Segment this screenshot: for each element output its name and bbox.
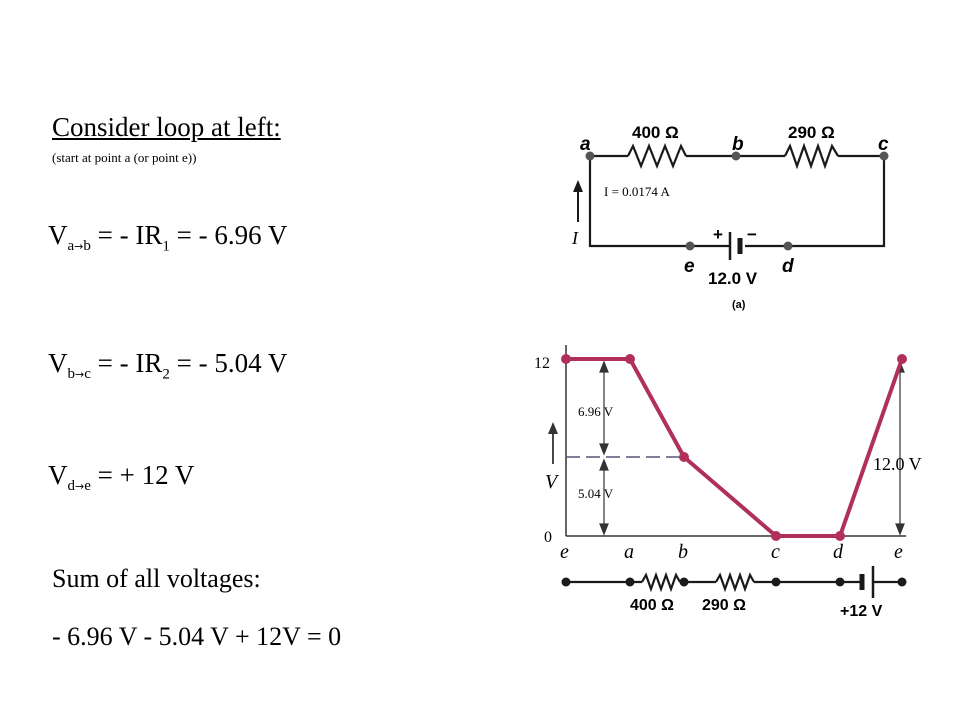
eq-ab-to: b	[83, 238, 91, 255]
resistor-r1-label: 400 Ω	[632, 123, 679, 142]
resistor-r2-label: 290 Ω	[788, 123, 835, 142]
eq-ab-v: V	[48, 220, 68, 250]
linear-node-e	[561, 577, 571, 587]
eq-bc-v: V	[48, 348, 68, 378]
point-b	[679, 452, 689, 462]
x-label-b: b	[678, 541, 688, 563]
circuit-wire	[588, 156, 729, 248]
linear-resistor-290-icon	[715, 571, 755, 593]
linear-circuit	[566, 571, 902, 593]
resistor-290-icon	[784, 142, 839, 170]
node-label-b: b	[732, 134, 744, 155]
x-label-a: a	[624, 541, 634, 563]
slide-subtitle: (start at point a (or point e))	[52, 150, 197, 165]
node-c-dot	[879, 151, 889, 161]
eq-de-to: e	[84, 478, 91, 495]
point-e-end	[897, 354, 907, 364]
battery-icon	[728, 232, 743, 260]
current-symbol: I	[571, 228, 579, 248]
circuit-wire	[788, 154, 886, 248]
node-label-d: d	[782, 256, 794, 277]
node-d-dot	[783, 241, 793, 251]
eq-de-v: V	[48, 460, 68, 490]
node-label-c: c	[878, 134, 889, 155]
x-label-e-end: e	[894, 541, 903, 563]
eq-de-rest: = + 12 V	[90, 460, 195, 490]
annotation-arrows	[599, 360, 905, 536]
arrow-icon: →	[75, 480, 85, 494]
y-tick-12: 12	[534, 355, 550, 372]
equation-de: Vd→e = + 12 V	[48, 460, 194, 495]
eq-bc-rest: = - IR	[90, 348, 163, 378]
battery-plus-label: +	[713, 225, 723, 244]
battery-voltage-label: 12.0 V	[708, 269, 758, 288]
linear-node-e-end	[897, 577, 907, 587]
y-tick-0: 0	[544, 529, 552, 546]
equation-bc: Vb→c = - IR2 = - 5.04 V	[48, 348, 287, 383]
eq-bc-tail: = - 5.04 V	[169, 348, 288, 378]
annotation-5-04: 5.04 V	[578, 486, 614, 501]
annotation-12-0: 12.0 V	[873, 454, 922, 474]
linear-node-b	[679, 577, 689, 587]
eq-bc-from: b	[67, 366, 76, 383]
linear-node-d	[835, 577, 845, 587]
bottom-battery-label: +12 V	[840, 603, 883, 620]
eq-ab-rsub: 1	[162, 238, 170, 255]
eq-ab-from: a	[67, 238, 75, 255]
node-a-dot	[585, 151, 595, 161]
linear-node-a	[625, 577, 635, 587]
current-label: I = 0.0174 A	[604, 184, 670, 199]
x-label-e-start: e	[560, 541, 569, 563]
eq-ab-rest: = - IR	[90, 220, 163, 250]
potential-points	[561, 354, 907, 541]
v-axis-arrow-icon	[548, 422, 558, 464]
eq-ab-tail: = - 6.96 V	[169, 220, 288, 250]
slide-title: Consider loop at left:	[52, 112, 281, 142]
eq-bc-to: c	[84, 366, 91, 383]
figure-label: (a)	[732, 299, 746, 311]
linear-node-c	[771, 577, 781, 587]
node-b-dot	[731, 151, 741, 161]
circuit-diagram	[588, 142, 886, 248]
v-axis-symbol: V	[545, 471, 560, 493]
eq-bc-rsub: 2	[162, 366, 170, 383]
node-label-e: e	[684, 256, 695, 277]
bottom-r1-label: 400 Ω	[630, 597, 674, 614]
linear-battery-icon	[859, 566, 875, 598]
equation-ab: Va→b = - IR1 = - 6.96 V	[48, 220, 287, 255]
resistor-400-icon	[627, 143, 687, 169]
point-e-start	[561, 354, 571, 364]
x-label-c: c	[771, 541, 780, 563]
node-e-dot	[685, 241, 695, 251]
eq-de-from: d	[67, 478, 76, 495]
point-a	[625, 354, 635, 364]
arrow-icon: →	[75, 368, 85, 382]
annotation-6-96: 6.96 V	[578, 404, 614, 419]
linear-resistor-400-icon	[641, 571, 681, 593]
bottom-r2-label: 290 Ω	[702, 597, 746, 614]
current-arrow-icon	[573, 180, 583, 222]
battery-minus-label: −	[747, 225, 757, 244]
arrow-icon: →	[74, 240, 84, 254]
x-label-d: d	[833, 541, 844, 563]
point-d	[835, 531, 845, 541]
sum-label: Sum of all voltages:	[52, 564, 261, 593]
node-label-a: a	[580, 134, 591, 155]
potential-line	[566, 357, 904, 538]
point-c	[771, 531, 781, 541]
linear-nodes	[561, 577, 907, 587]
circuit-nodes	[585, 151, 889, 251]
sum-equation: - 6.96 V - 5.04 V + 12V = 0	[52, 622, 342, 651]
